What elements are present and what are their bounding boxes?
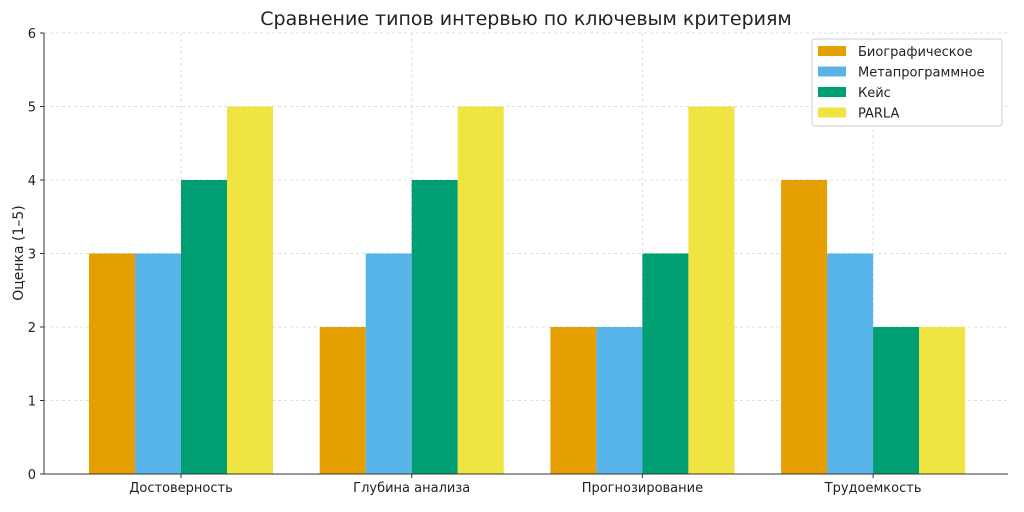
bar — [827, 253, 874, 474]
legend-swatch — [818, 107, 846, 118]
legend-label: Метапрограммное — [858, 66, 985, 81]
legend-swatch — [818, 66, 846, 77]
bar — [365, 253, 412, 474]
legend-label: PARLA — [858, 107, 899, 122]
bar — [319, 327, 366, 474]
bar — [89, 253, 135, 474]
y-tick-label: 6 — [28, 27, 36, 42]
y-axis-label: Оценка (1–5) — [11, 205, 27, 301]
x-tick-label: Трудоемкость — [824, 481, 922, 496]
legend-swatch — [818, 87, 846, 97]
bar — [596, 327, 643, 474]
legend-box — [811, 38, 1003, 127]
y-tick-label: 2 — [28, 321, 36, 336]
bar — [550, 327, 597, 474]
x-tick-label: Глубина анализа — [353, 481, 470, 496]
y-tick-label: 1 — [28, 395, 36, 410]
bar — [873, 327, 920, 474]
bar — [227, 106, 273, 474]
bar — [135, 253, 181, 474]
bar — [688, 106, 735, 474]
y-tick-label: 5 — [28, 101, 36, 116]
legend-swatch — [818, 46, 846, 56]
x-tick-label: Прогнозирование — [582, 481, 703, 496]
bar — [411, 180, 458, 474]
bar — [642, 253, 689, 474]
bar — [919, 327, 966, 474]
bar — [781, 180, 828, 474]
y-tick-label: 3 — [28, 248, 36, 263]
legend: Биографическое Метапрограммное Кейс PARLA — [811, 38, 1003, 127]
chart-title: Сравнение типов интервью по ключевым кри… — [260, 8, 792, 30]
bar — [181, 180, 227, 474]
legend-label: Кейс — [858, 86, 891, 101]
y-tick-label: 0 — [28, 468, 36, 483]
y-tick-label: 4 — [28, 174, 36, 189]
bar — [457, 106, 504, 474]
x-tick-label: Достоверность — [129, 481, 233, 496]
legend-label: Биографическое — [858, 45, 973, 60]
